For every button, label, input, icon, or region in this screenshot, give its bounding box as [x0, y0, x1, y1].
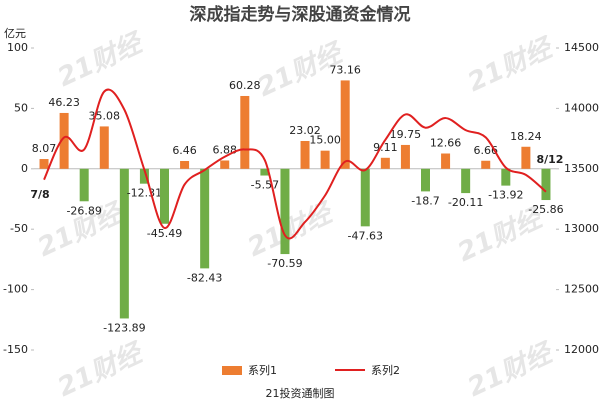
y-tick-label: -150: [3, 343, 28, 356]
data-label: -25.86: [528, 203, 563, 216]
bar: [220, 160, 230, 169]
bar: [461, 168, 471, 194]
chart-title: 深成指走势与深股通资金情况: [190, 4, 411, 25]
bar: [521, 146, 531, 169]
data-label: -20.11: [448, 196, 483, 209]
data-label: 12.66: [430, 137, 462, 150]
bar: [541, 168, 551, 201]
data-label: 46.23: [48, 96, 80, 109]
data-label: 9.11: [373, 141, 398, 154]
data-label: 15.00: [309, 134, 341, 147]
bar: [340, 80, 350, 169]
y2-tick-label: 13000: [564, 222, 599, 235]
bar: [501, 168, 511, 186]
y-axis-label: 亿元: [4, 27, 26, 40]
y-tick-label: 100: [7, 41, 28, 54]
data-label: -18.7: [411, 194, 439, 207]
y2-tick-label: 14000: [564, 101, 599, 114]
data-label: 23.02: [289, 124, 321, 137]
data-label: 6.88: [212, 143, 237, 156]
data-label: -45.49: [147, 227, 182, 240]
data-label: -82.43: [187, 271, 222, 284]
data-label: 6.46: [172, 144, 197, 157]
data-label: 19.75: [390, 128, 422, 141]
bar: [240, 95, 250, 169]
bar: [300, 140, 310, 169]
bar: [99, 126, 109, 169]
y2-tick-label: 13500: [564, 162, 599, 175]
data-label: -5.57: [251, 179, 279, 192]
data-label: -123.89: [103, 321, 145, 334]
bar: [200, 168, 210, 269]
y-tick-label: 50: [14, 101, 28, 114]
bar: [360, 168, 370, 227]
x-category-label: 8/12: [536, 153, 563, 166]
bar: [79, 168, 89, 202]
watermark: 21财经: [53, 337, 148, 403]
y2-tick-label: 12500: [564, 283, 599, 296]
bar: [441, 153, 451, 169]
data-label: -70.59: [267, 257, 302, 270]
data-label: 8.07: [32, 142, 57, 155]
legend-label: 系列1: [248, 363, 277, 377]
bar: [380, 157, 390, 169]
bar: [160, 168, 169, 224]
y2-tick-label: 14500: [564, 41, 599, 54]
y2-tick-label: 12000: [564, 343, 599, 356]
data-label: 60.28: [229, 79, 261, 92]
footer: 21投资通制图: [266, 386, 335, 400]
bar: [481, 160, 491, 169]
watermark: 21财经: [463, 32, 558, 98]
legend-swatch: [222, 366, 242, 375]
x-category-label: 7/8: [30, 188, 49, 201]
bar: [39, 159, 49, 169]
y-tick-label: 0: [21, 162, 28, 175]
line: [43, 88, 547, 240]
watermark: 21财经: [243, 197, 338, 263]
data-label: 73.16: [329, 63, 361, 76]
bar: [180, 160, 190, 169]
data-label: 18.24: [510, 130, 542, 143]
bar: [320, 150, 330, 169]
legend-label: 系列2: [371, 363, 400, 377]
bar: [260, 168, 270, 176]
data-label: -12.31: [127, 187, 162, 200]
bar: [400, 144, 410, 169]
bar: [421, 168, 430, 192]
y-tick-label: -50: [10, 222, 28, 235]
watermark: 21财经: [53, 27, 148, 93]
bar: [119, 168, 129, 319]
watermark: 21财经: [463, 337, 558, 403]
data-label: -13.92: [488, 189, 523, 202]
bar: [280, 168, 290, 255]
data-label: -26.89: [66, 204, 101, 217]
bar: [139, 168, 149, 184]
bar: [59, 112, 69, 169]
data-label: -47.63: [348, 229, 383, 242]
y-tick-label: -100: [3, 283, 28, 296]
